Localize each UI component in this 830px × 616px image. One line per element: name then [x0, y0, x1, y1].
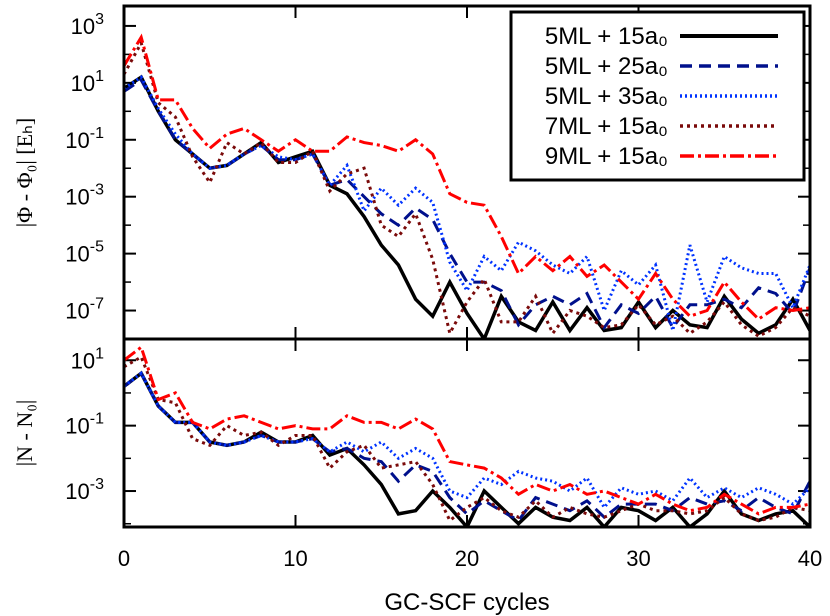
- x-tick-label-0: 0: [118, 546, 130, 571]
- x-axis-label: GC-SCF cycles: [384, 589, 549, 616]
- legend-label-1: 5ML + 25a₀: [545, 53, 668, 80]
- series-line-1-4: [124, 344, 810, 516]
- x-tick-label-4: 40: [798, 546, 822, 571]
- x-axis: 0 10 20 30 40: [118, 546, 822, 571]
- series-group-0: [124, 33, 810, 339]
- y-tick-label-1-0: 101: [71, 345, 104, 373]
- y-tick-label-0-3: 10-3: [65, 182, 104, 210]
- series-line-1-2: [124, 371, 810, 510]
- legend-label-0: 5ML + 15a₀: [545, 23, 668, 50]
- series-line-0-1: [124, 77, 810, 331]
- top-panel-energy: 103 101 10-1 10-3 10-5 10-7 |Φ - Φ₀| [Eₕ]: [12, 4, 812, 341]
- series-group-1: [124, 344, 810, 527]
- y-tick-label-0-2: 10-1: [65, 125, 104, 153]
- y-tick-label-1-2: 10-3: [65, 476, 104, 504]
- legend-label-3: 7ML + 15a₀: [545, 113, 668, 140]
- bottom-panel-charge: 101 10-1 10-3 |N - N₀|: [12, 337, 812, 529]
- x-tick-label-3: 30: [626, 546, 650, 571]
- x-tick-label-1: 10: [283, 546, 307, 571]
- legend: 5ML + 15a₀ 5ML + 25a₀ 5ML + 35a₀ 7ML + 15a₀…: [509, 10, 806, 182]
- x-tick-label-2: 20: [455, 546, 479, 571]
- series-line-1-1: [124, 371, 810, 523]
- series-line-0-4: [124, 33, 810, 322]
- legend-label-4: 9ML + 15a₀: [545, 143, 668, 170]
- y-tick-label-0-1: 101: [71, 68, 104, 96]
- legend-label-2: 5ML + 35a₀: [545, 83, 668, 110]
- series-line-1-0: [124, 370, 810, 527]
- y-tick-label-1-1: 10-1: [65, 411, 104, 439]
- y-tick-label-0-5: 10-7: [65, 296, 104, 324]
- plot-frame-1: [122, 337, 812, 529]
- y-axis-label-1: |N - N₀|: [12, 400, 37, 467]
- y-tick-label-0-0: 103: [71, 11, 104, 39]
- y-axis-label-0: |Φ - Φ₀| [Eₕ]: [12, 118, 37, 227]
- y-tick-label-0-4: 10-5: [65, 239, 104, 267]
- series-line-0-2: [124, 75, 810, 331]
